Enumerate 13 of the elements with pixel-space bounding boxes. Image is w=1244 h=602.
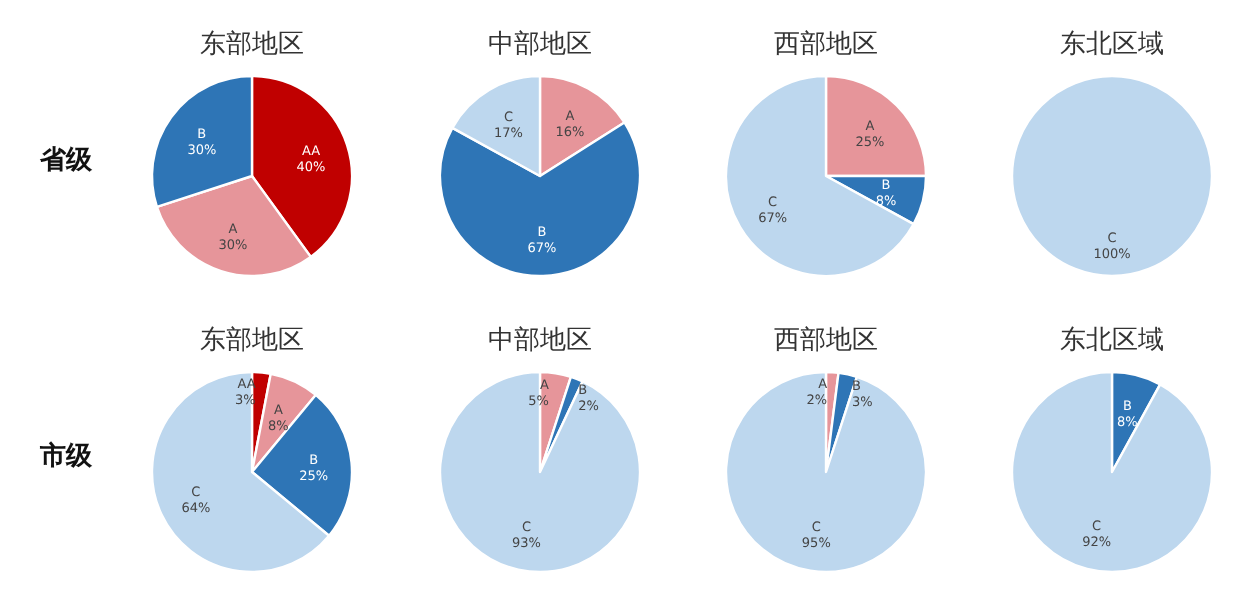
pie-slice <box>1010 370 1214 574</box>
chart-title: 西部地区 <box>774 326 878 356</box>
text: 市级 <box>38 440 94 472</box>
chart-title: 中部地区 <box>488 326 592 356</box>
chart-title: 东北区域 <box>1060 30 1164 60</box>
text: 省级 <box>38 146 94 176</box>
chart-title: 东北区域 <box>1060 326 1164 356</box>
chart-title: 西部地区 <box>774 30 878 60</box>
chart-title: 东部地区 <box>200 326 304 356</box>
chart-title: 东部地区 <box>200 30 304 60</box>
pie-slice <box>724 370 928 574</box>
chart-title: 中部地区 <box>488 30 592 60</box>
pie-slice <box>438 370 642 574</box>
